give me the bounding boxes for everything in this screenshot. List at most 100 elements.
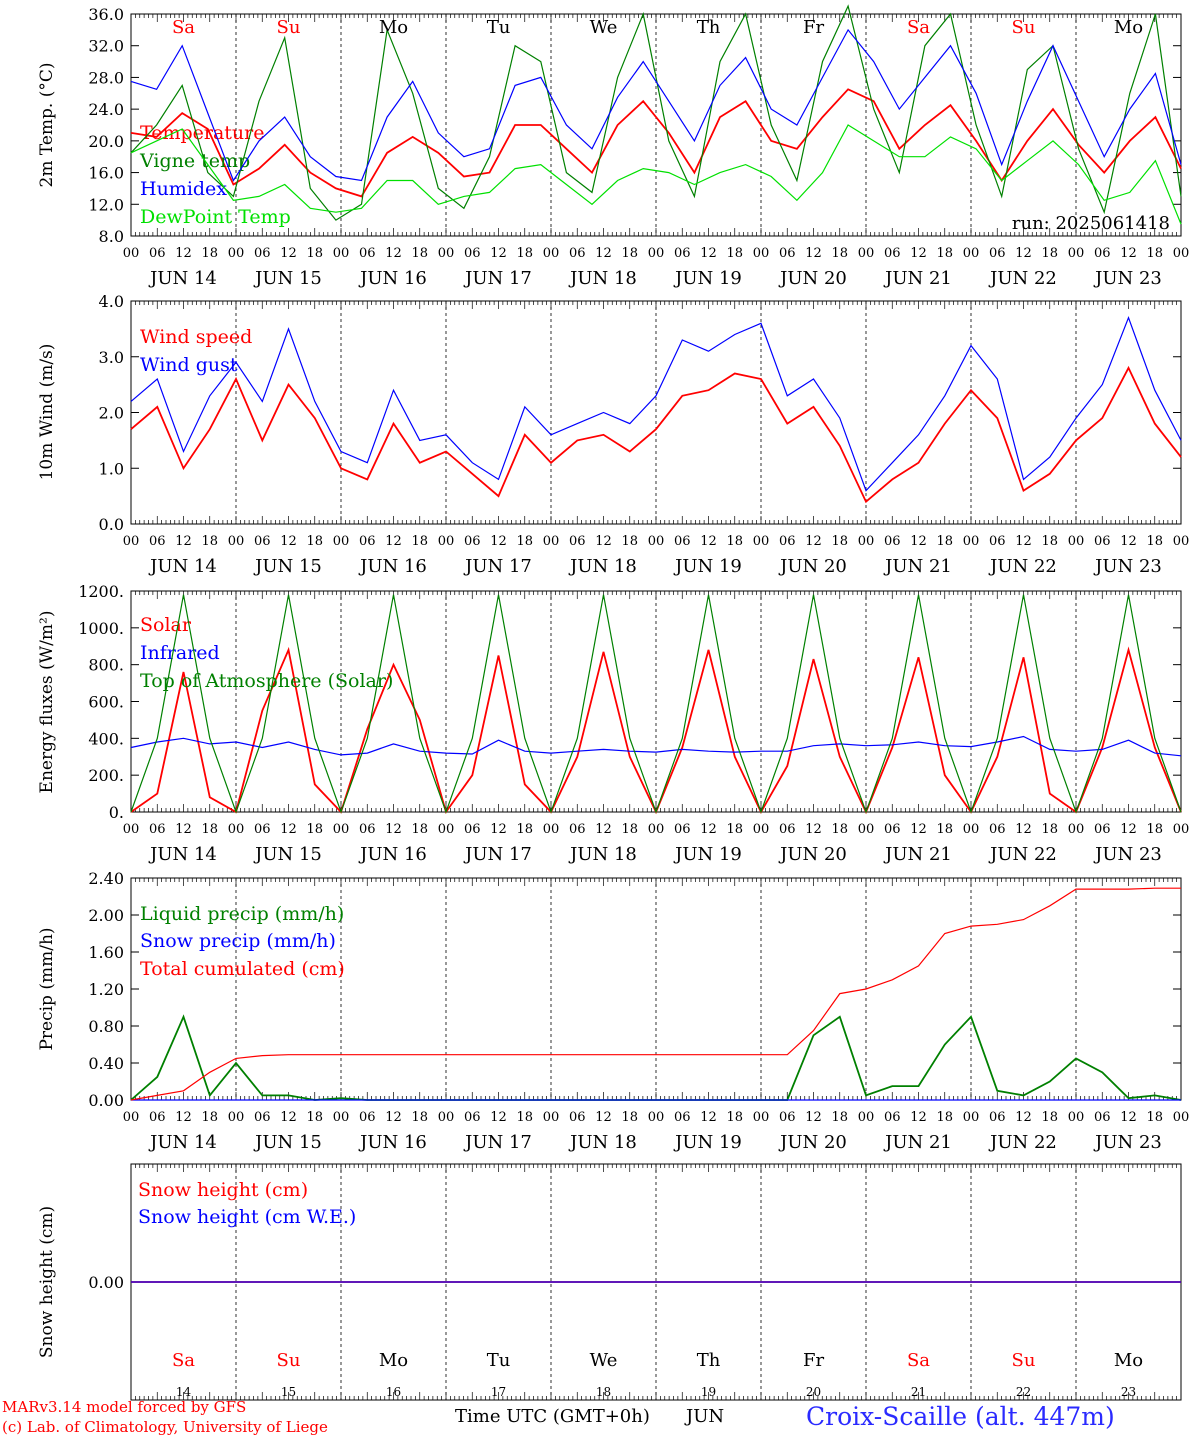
hour-tick-label: 12: [1120, 822, 1137, 837]
hour-tick-label: 00: [1173, 246, 1190, 261]
y-tick-label: 36.0: [88, 5, 124, 24]
day-number-label: 18: [596, 1385, 611, 1399]
weekday-label: Su: [277, 17, 301, 38]
weekday-label: Fr: [803, 17, 824, 38]
hour-tick-label: 18: [411, 534, 428, 549]
y-axis-label: 2m Temp. (°C): [37, 62, 57, 187]
date-label: JUN 19: [673, 268, 742, 289]
hour-tick-label: 06: [464, 534, 481, 549]
hour-tick-label: 18: [936, 534, 953, 549]
y-tick-label: 28.0: [88, 68, 124, 87]
date-label: JUN 23: [1093, 268, 1162, 289]
hour-tick-label: 12: [385, 534, 402, 549]
hour-tick-label: 18: [726, 1110, 743, 1125]
legend-entry: Snow height (cm W.E.): [138, 1206, 356, 1228]
hour-tick-label: 06: [989, 822, 1006, 837]
hour-tick-label: 18: [726, 246, 743, 261]
day-number-label: 17: [491, 1385, 506, 1399]
series-line-humidex: [130, 28, 1182, 182]
hour-tick-label: 00: [333, 1110, 350, 1125]
hour-tick-label: 00: [1068, 246, 1085, 261]
hour-tick-label: 12: [1015, 534, 1032, 549]
hour-tick-label: 18: [306, 246, 323, 261]
y-tick-label: 400.: [88, 729, 124, 748]
y-tick-label: 1.0: [99, 459, 124, 478]
hour-tick-label: 18: [201, 1110, 218, 1125]
hour-tick-label: 00: [228, 246, 245, 261]
date-label: JUN 20: [778, 556, 847, 577]
y-tick-label: 2.0: [99, 404, 124, 423]
hour-tick-label: 12: [175, 1110, 192, 1125]
date-label: JUN 14: [148, 1132, 217, 1153]
hour-tick-label: 06: [464, 822, 481, 837]
hour-tick-label: 00: [858, 1110, 875, 1125]
hour-tick-label: 00: [438, 246, 455, 261]
hour-tick-label: 18: [516, 534, 533, 549]
hour-tick-label: 00: [438, 1110, 455, 1125]
hour-tick-label: 12: [490, 1110, 507, 1125]
hour-tick-label: 06: [149, 534, 166, 549]
hour-tick-label: 18: [201, 246, 218, 261]
day-number-label: 14: [176, 1385, 192, 1399]
date-label: JUN 15: [253, 844, 322, 865]
hour-tick-label: 00: [858, 822, 875, 837]
y-axis-label: Energy fluxes (W/m²): [37, 611, 57, 794]
date-label: JUN 18: [568, 268, 637, 289]
weekday-label-bottom: We: [590, 1350, 618, 1371]
y-tick-label: 12.0: [88, 195, 124, 214]
hour-tick-label: 12: [1015, 1110, 1032, 1125]
hour-tick-label: 00: [753, 246, 770, 261]
hour-tick-label: 12: [805, 1110, 822, 1125]
hour-tick-label: 00: [123, 246, 140, 261]
hour-tick-label: 06: [254, 1110, 271, 1125]
footer-lab: (c) Lab. of Climatology, University of L…: [2, 1418, 328, 1436]
hour-tick-label: 18: [1146, 1110, 1163, 1125]
date-label: JUN 17: [463, 1132, 532, 1153]
date-label: JUN 17: [463, 556, 532, 577]
y-tick-label: 1200.: [78, 582, 124, 601]
date-label: JUN 21: [883, 1132, 952, 1153]
date-label: JUN 14: [148, 268, 217, 289]
hour-tick-label: 06: [149, 1110, 166, 1125]
y-tick-label: 0.00: [88, 1273, 124, 1292]
hour-tick-label: 06: [779, 822, 796, 837]
hour-tick-label: 12: [490, 246, 507, 261]
y-tick-label: 1000.: [78, 619, 124, 638]
hour-tick-label: 12: [385, 246, 402, 261]
hour-tick-label: 06: [359, 534, 376, 549]
hour-tick-label: 12: [700, 822, 717, 837]
hour-tick-label: 18: [516, 822, 533, 837]
legend-entry: Solar: [140, 614, 192, 636]
hour-tick-label: 06: [569, 822, 586, 837]
legend-entry: Infrared: [140, 642, 220, 664]
hour-tick-label: 00: [438, 822, 455, 837]
hour-tick-label: 12: [175, 822, 192, 837]
hour-tick-label: 00: [963, 1110, 980, 1125]
weekday-label: Sa: [907, 17, 930, 38]
date-label: JUN 16: [358, 556, 427, 577]
y-tick-label: 200.: [88, 766, 124, 785]
hour-tick-label: 06: [1094, 246, 1111, 261]
hour-tick-label: 12: [805, 822, 822, 837]
hour-tick-label: 00: [963, 534, 980, 549]
hour-tick-label: 18: [201, 534, 218, 549]
date-label: JUN 19: [673, 1132, 742, 1153]
date-label: JUN 17: [463, 268, 532, 289]
hour-tick-label: 00: [543, 822, 560, 837]
hour-tick-label: 06: [674, 534, 691, 549]
series-line-infrared: [130, 735, 1182, 757]
hour-tick-label: 12: [385, 822, 402, 837]
hour-tick-label: 12: [910, 246, 927, 261]
hour-tick-label: 00: [858, 534, 875, 549]
hour-tick-label: 18: [936, 246, 953, 261]
y-tick-label: 800.: [88, 656, 124, 675]
hour-tick-label: 18: [1146, 246, 1163, 261]
run-label: run: 2025061418: [1012, 213, 1170, 234]
hour-tick-label: 18: [831, 246, 848, 261]
hour-tick-label: 06: [149, 822, 166, 837]
hour-tick-label: 00: [1068, 534, 1085, 549]
weekday-label-bottom: Sa: [907, 1350, 930, 1371]
day-number-label: 23: [1121, 1385, 1136, 1399]
hour-tick-label: 06: [1094, 822, 1111, 837]
hour-tick-label: 06: [1094, 534, 1111, 549]
